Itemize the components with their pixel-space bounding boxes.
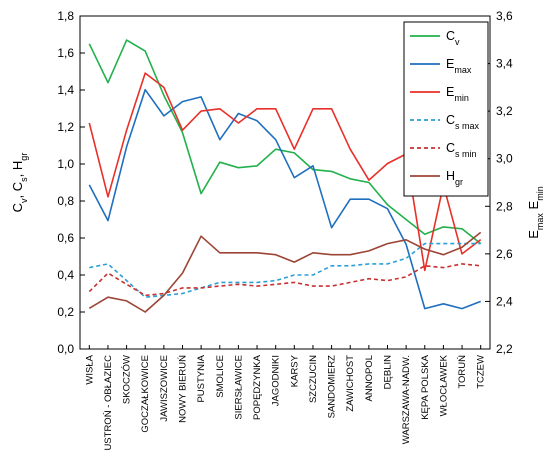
series-line-c-s-min	[88, 263, 481, 297]
left-tick-label: 0,4	[57, 268, 74, 282]
right-tick-label: 2,6	[496, 247, 513, 261]
x-tick-label: SIERSŁAWICE	[233, 355, 244, 420]
x-tick-label: TORUŃ	[457, 355, 468, 389]
x-tick-label: SANDOMIERZ	[327, 355, 338, 419]
legend-box	[403, 21, 489, 197]
left-axis-title: Cv, Cs, Hgr	[10, 153, 29, 213]
series-line-e-max	[88, 88, 481, 310]
legend-label: Cs min	[446, 141, 477, 159]
series-line-c-s-max	[89, 242, 481, 299]
legend-label: Emin	[446, 85, 469, 103]
plot-frame	[79, 15, 491, 350]
left-tick-label: 1,6	[57, 46, 74, 60]
left-tick-label: 0,8	[57, 194, 74, 208]
series-line-h-gr	[88, 231, 482, 313]
x-tick-label: PUSTYNIA	[196, 354, 207, 402]
right-tick-label: 3,0	[496, 152, 513, 166]
right-tick-label: 2,4	[496, 294, 513, 308]
right-tick-label: 2,8	[496, 199, 513, 213]
x-tick-label: KARSY	[289, 354, 300, 387]
left-tick-label: 1,8	[57, 9, 74, 23]
left-tick-label: 1,4	[57, 83, 74, 97]
x-tick-label: SKOCZÓW	[122, 355, 133, 404]
x-tick-label: ZAWICHOST	[345, 355, 356, 412]
x-axis: WISŁA USTROŃ - OBŁAZIEC SKOCZÓW GOCZAŁKOWIC…	[84, 345, 487, 451]
right-axis: 2,2 2,4 2,6 2,8 3,0 3,2 3,4 3,6	[485, 9, 513, 356]
legend: Cv Emax Emin Cs max Cs min Hgr	[403, 21, 489, 197]
right-tick-label: 3,2	[496, 104, 513, 118]
left-tick-label: 1,2	[57, 120, 74, 134]
x-tick-label: JAWISZOWICE	[159, 355, 170, 422]
right-tick-label: 3,6	[496, 9, 513, 23]
axis-titles: Cv, Cs, Hgr Emax Emin	[10, 153, 545, 239]
series-line-e-min	[88, 72, 482, 272]
x-tick-label: WŁOCŁAWEK	[438, 354, 449, 416]
x-tick-label: KĘPA POLSKA	[420, 354, 431, 419]
x-tick-label: SZCZUCIN	[308, 355, 319, 403]
left-tick-label: 0,2	[57, 305, 74, 319]
x-tick-label: JAGODNIKI	[271, 355, 282, 406]
x-tick-label: ANNOPOL	[364, 355, 375, 401]
x-tick-label: TCZEW	[476, 355, 487, 389]
x-tick-label: GOCZAŁKOWICE	[140, 355, 151, 433]
x-tick-label: USTROŃ - OBŁAZIEC	[103, 355, 114, 451]
series-line-c-v	[88, 39, 482, 245]
right-tick-label: 3,4	[496, 57, 513, 71]
x-tick-label: NOWY BIERUŃ	[178, 355, 189, 423]
legend-label: Emax	[446, 57, 472, 75]
legend-label: Cv	[446, 29, 460, 47]
x-tick-label: DĘBLIN	[383, 355, 394, 389]
x-tick-label: SMOLICE	[215, 355, 226, 398]
left-tick-label: 0,6	[57, 231, 74, 245]
left-tick-label: 0,0	[57, 342, 74, 356]
right-axis-title: Emax Emin	[526, 186, 545, 239]
legend-label: Cs max	[446, 113, 480, 131]
x-tick-label: WARSZAWA-NADW.	[401, 355, 412, 444]
series-lines	[88, 39, 482, 313]
left-axis: 0,0 0,2 0,4 0,6 0,8 1,0 1,2 1,4 1,6 1,8	[57, 9, 85, 356]
plot-area	[79, 15, 491, 350]
right-tick-label: 2,2	[496, 342, 513, 356]
legend-label: Hgr	[446, 169, 463, 187]
x-tick-label: POPĘDZYNKA	[252, 354, 263, 420]
x-tick-label: WISŁA	[84, 354, 95, 384]
left-tick-label: 1,0	[57, 157, 74, 171]
